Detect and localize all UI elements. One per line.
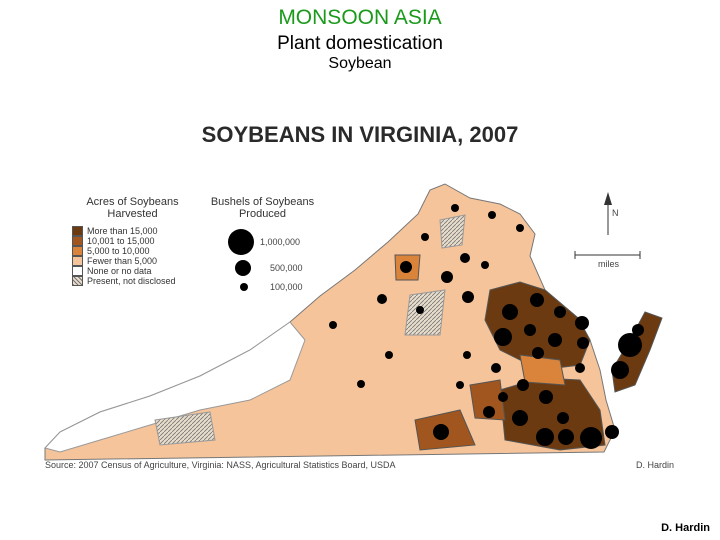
production-dot: [516, 224, 524, 232]
legend-item: None or no data: [72, 266, 176, 276]
production-dot: [462, 291, 474, 303]
scale-label: miles: [598, 259, 620, 269]
subtitle: Plant domestication: [277, 33, 443, 54]
production-dot: [491, 363, 501, 373]
topic: Soybean: [328, 55, 392, 72]
footer-credit: D. Hardin: [661, 522, 710, 534]
production-dot: [456, 381, 464, 389]
legend-label: 500,000: [270, 263, 303, 273]
medium-region: [469, 379, 506, 421]
production-dot: [575, 363, 585, 373]
legend-label: None or no data: [87, 266, 152, 276]
production-dot: [481, 261, 489, 269]
legend-label: Fewer than 5,000: [87, 256, 158, 266]
dark-region: [484, 281, 591, 371]
legend-dot: [240, 283, 248, 291]
production-dot: [460, 253, 470, 263]
legend-title: Bushels of Soybeans Produced: [210, 196, 315, 220]
legend-item: 10,001 to 15,000: [72, 236, 176, 246]
title: MONSOON ASIA: [278, 6, 442, 29]
legend-dot: [235, 260, 251, 276]
production-dot: [494, 328, 512, 346]
production-dot: [575, 316, 589, 330]
production-dot: [558, 429, 574, 445]
light-region: [519, 354, 566, 386]
legend-label: More than 15,000: [87, 226, 158, 236]
production-dot: [441, 271, 453, 283]
production-dot: [421, 233, 429, 241]
legend-dot: [228, 229, 254, 255]
production-dot: [524, 324, 536, 336]
legend-label: 1,000,000: [260, 237, 301, 247]
hatched-region: [404, 289, 446, 336]
map-credit: D. Hardin: [636, 460, 675, 470]
north-arrow: [604, 192, 612, 205]
production-dot: [632, 324, 644, 336]
legend-item: Present, not disclosed: [72, 276, 176, 286]
legend-item: Fewer than 5,000: [72, 256, 176, 266]
hatched-region: [439, 214, 466, 249]
production-dot: [548, 333, 562, 347]
production-dot: [463, 351, 471, 359]
legend-label: Present, not disclosed: [87, 276, 176, 286]
source: Source: 2007 Census of Agriculture, Virg…: [45, 460, 396, 470]
production-dot: [557, 412, 569, 424]
legend-title: Acres of Soybeans Harvested: [86, 196, 179, 220]
production-dot: [611, 361, 629, 379]
production-dot: [357, 380, 365, 388]
production-dot: [385, 351, 393, 359]
production-dot: [580, 427, 602, 449]
legend-item: More than 15,000: [72, 226, 176, 236]
acres-legend: More than 15,000 10,001 to 15,000 5,000 …: [72, 226, 176, 286]
hatched-region: [154, 411, 216, 446]
production-dot: [618, 333, 642, 357]
production-dot: [498, 392, 508, 402]
production-dots: [329, 204, 644, 449]
production-dot: [532, 347, 544, 359]
legend-label: 100,000: [270, 282, 303, 292]
production-dot: [483, 406, 495, 418]
legend-item: 5,000 to 10,000: [72, 246, 176, 256]
production-dot: [488, 211, 496, 219]
legend-label: 10,001 to 15,000: [87, 236, 155, 246]
production-dot: [605, 425, 619, 439]
map-title: SOYBEANS IN VIRGINIA, 2007: [201, 122, 519, 147]
production-dot: [400, 261, 412, 273]
production-dot: [502, 304, 518, 320]
production-dot: [512, 410, 528, 426]
production-dot: [554, 306, 566, 318]
west-region: [44, 321, 306, 453]
production-dot: [517, 379, 529, 391]
production-dot: [377, 294, 387, 304]
north-label: N: [612, 208, 619, 218]
production-dot: [329, 321, 337, 329]
production-dot: [539, 390, 553, 404]
production-dot: [536, 428, 554, 446]
production-dot: [577, 337, 589, 349]
production-dot: [416, 306, 424, 314]
production-dot: [530, 293, 544, 307]
production-dot: [433, 424, 449, 440]
legend-label: 5,000 to 10,000: [87, 246, 150, 256]
production-dot: [451, 204, 459, 212]
